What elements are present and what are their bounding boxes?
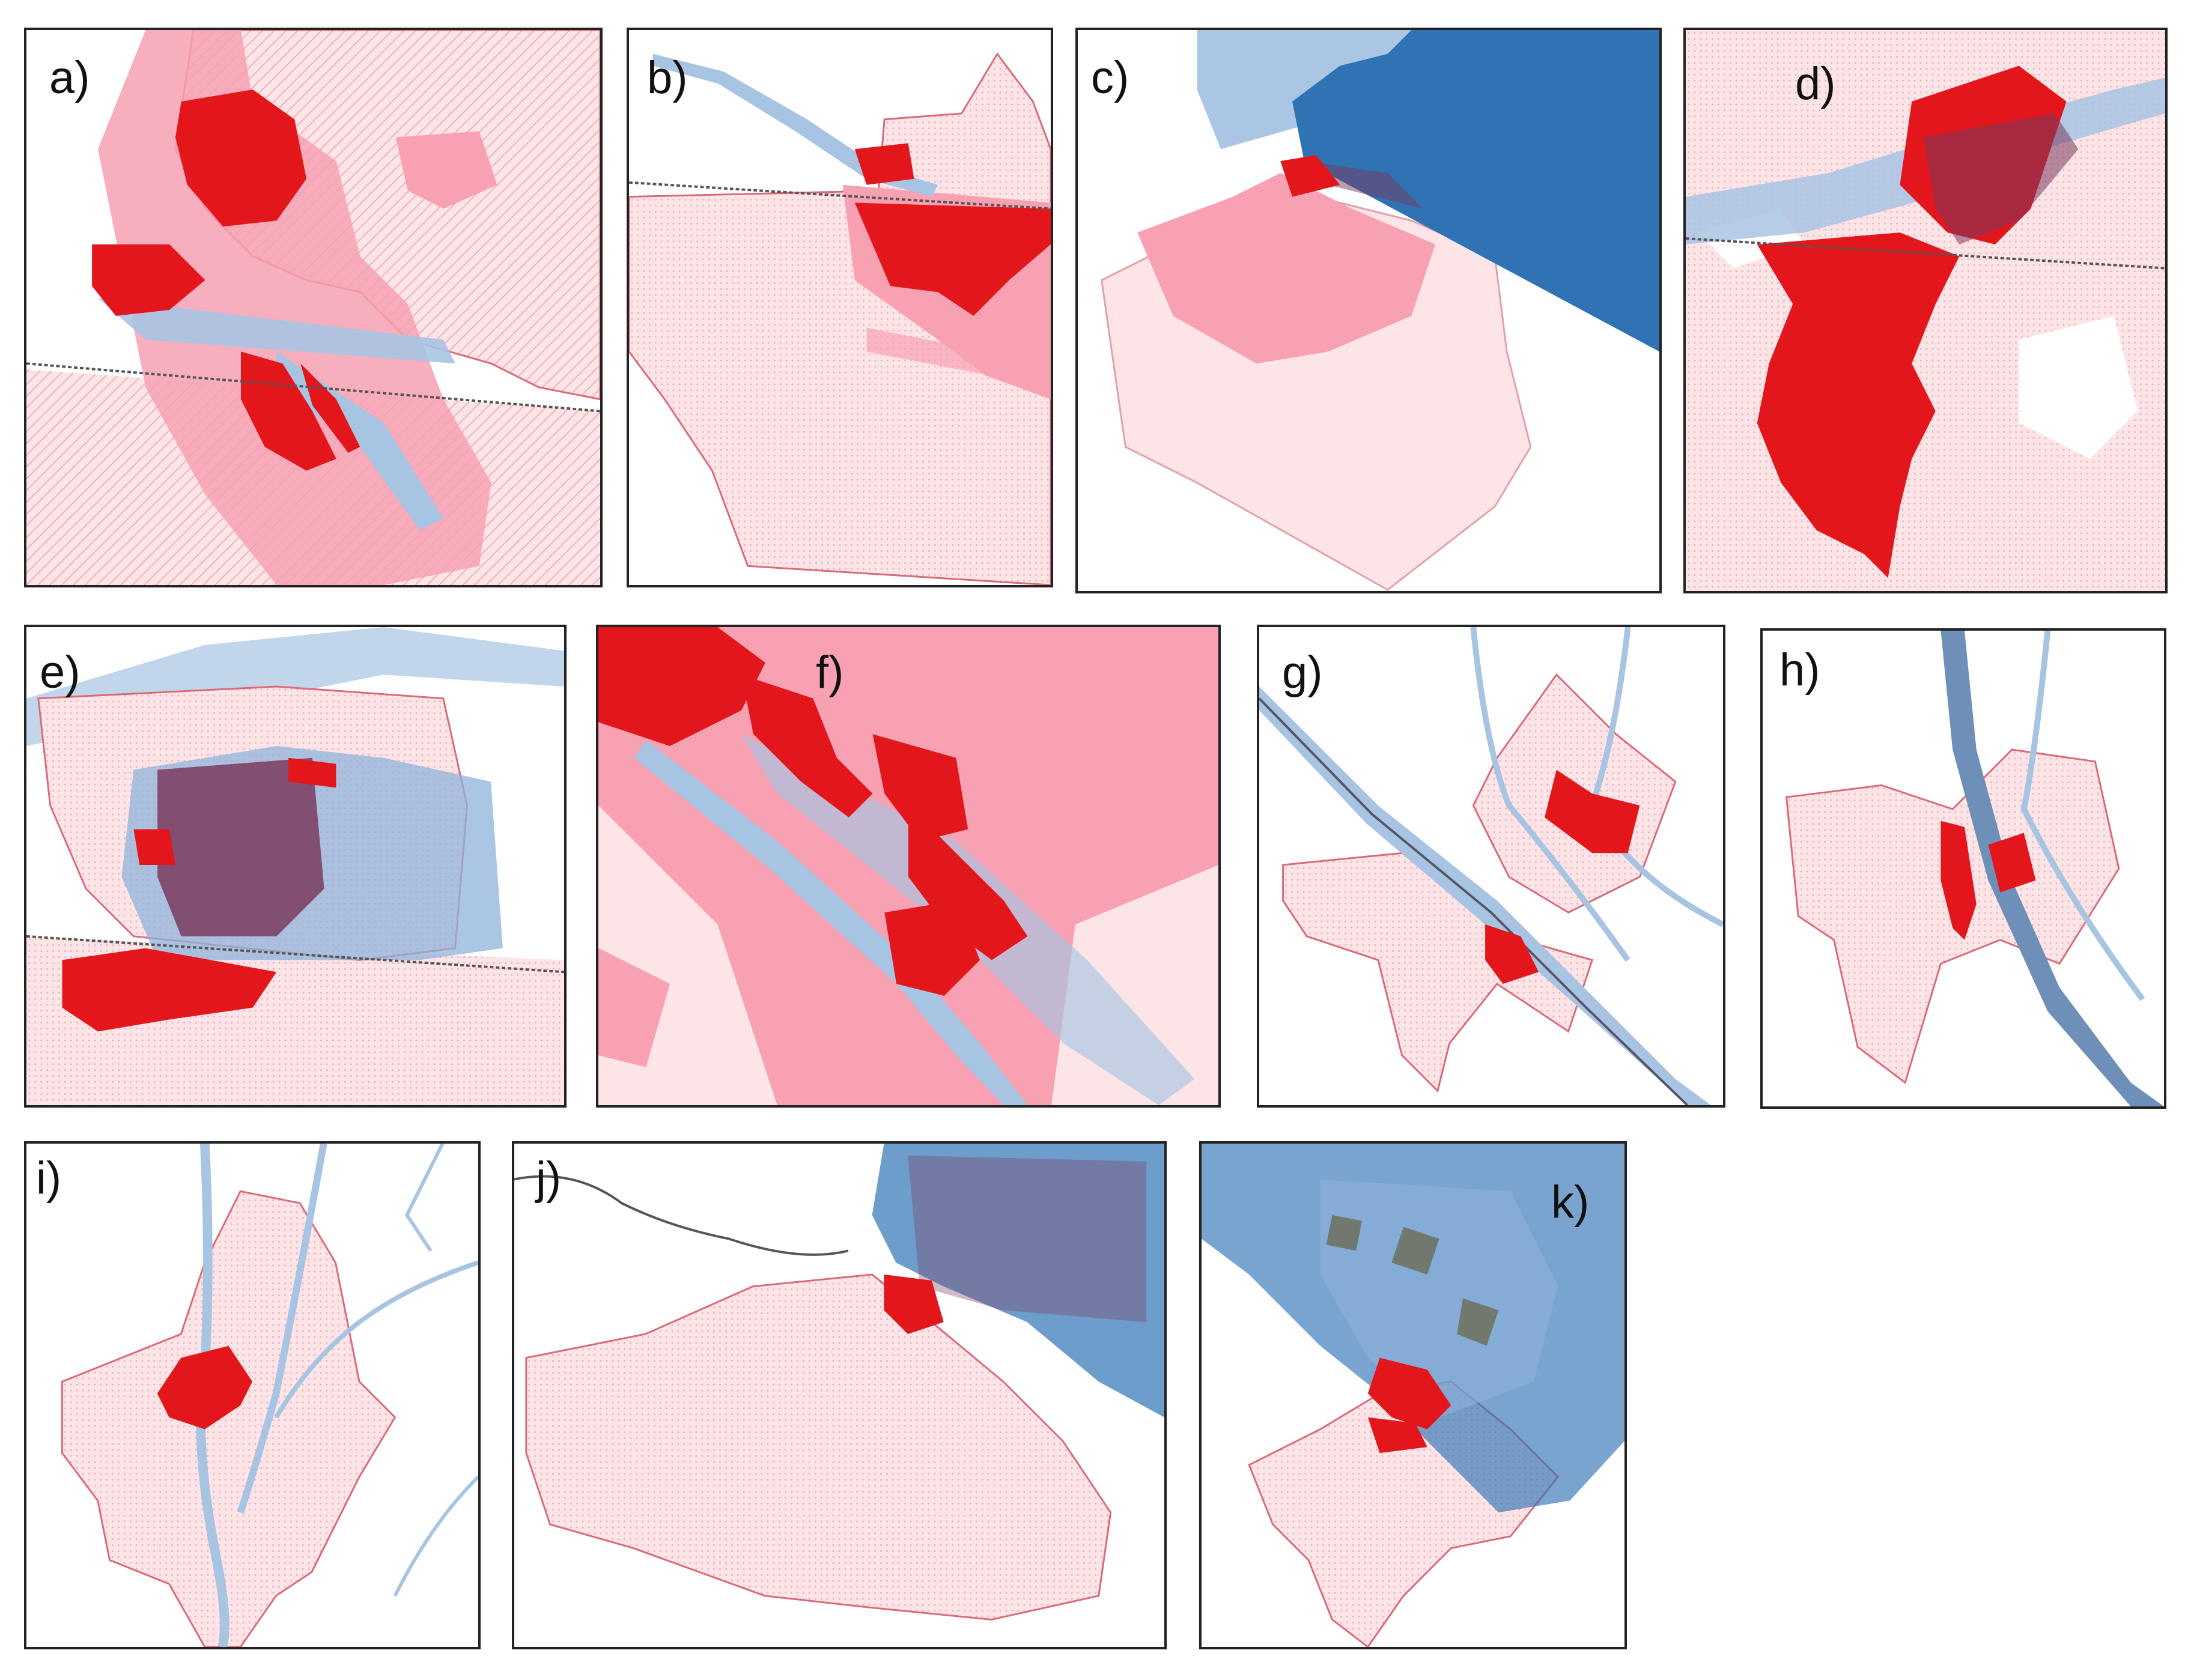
- map-e-graphic: [26, 627, 564, 1105]
- map-d-graphic: [1686, 30, 2165, 591]
- map-panel-b: b): [627, 28, 1053, 587]
- panel-label-h: h): [1779, 644, 1820, 696]
- panel-label-g: g): [1282, 647, 1323, 698]
- panel-label-b: b): [647, 52, 688, 103]
- map-b-graphic: [629, 30, 1051, 585]
- map-panel-d: d): [1683, 28, 2168, 593]
- map-panel-i: i): [24, 1141, 481, 1649]
- panel-label-d: d): [1795, 58, 1836, 109]
- map-k-graphic: [1202, 1144, 1624, 1647]
- panel-label-a: a): [49, 52, 90, 103]
- map-panel-h: h): [1760, 628, 2166, 1109]
- panel-label-f: f): [816, 647, 844, 698]
- map-panel-f: f): [596, 625, 1221, 1108]
- map-panel-g: g): [1257, 625, 1725, 1108]
- map-panel-e: e): [24, 625, 567, 1108]
- map-c-graphic: [1078, 30, 1659, 591]
- map-panel-k: k): [1199, 1141, 1627, 1649]
- map-panel-c: c): [1075, 28, 1662, 593]
- map-panel-a: a): [24, 28, 603, 587]
- panel-label-c: c): [1091, 52, 1129, 103]
- map-h-graphic: [1763, 631, 2164, 1106]
- map-j-graphic: [514, 1144, 1164, 1647]
- panel-label-i: i): [36, 1153, 62, 1204]
- panel-label-e: e): [40, 647, 81, 698]
- map-panel-j: j): [512, 1141, 1167, 1649]
- map-a-graphic: [26, 30, 600, 585]
- panel-label-k: k): [1551, 1177, 1590, 1228]
- panel-label-j: j): [536, 1153, 562, 1204]
- map-g-graphic: [1259, 627, 1723, 1105]
- map-i-graphic: [26, 1144, 478, 1647]
- map-f-graphic: [598, 627, 1218, 1105]
